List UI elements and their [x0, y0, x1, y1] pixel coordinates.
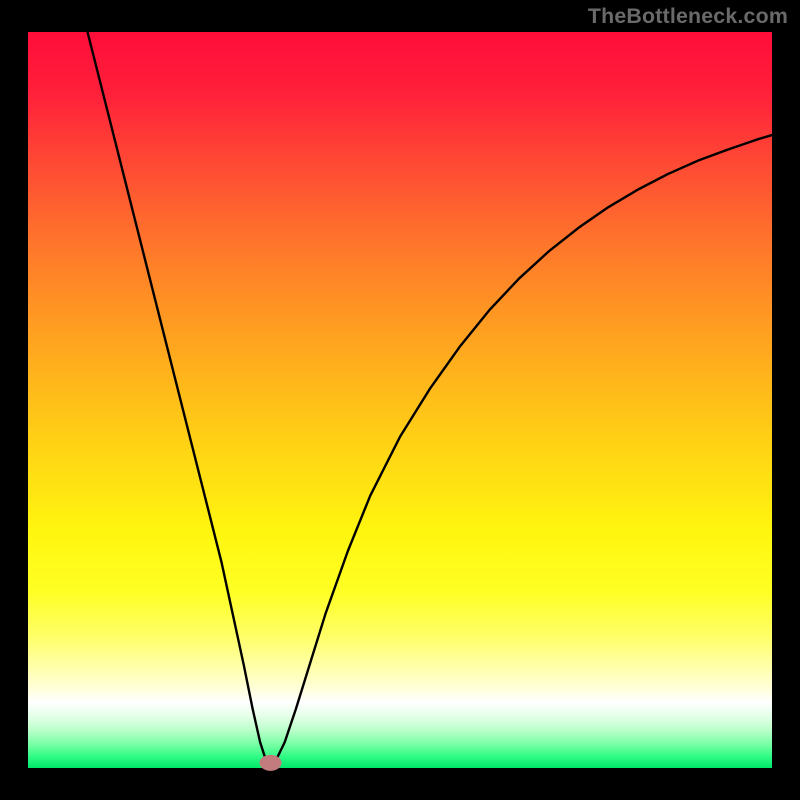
optimum-marker: [260, 755, 282, 771]
bottleneck-chart: [0, 0, 800, 800]
chart-background: [28, 32, 772, 768]
attribution-text: TheBottleneck.com: [588, 4, 788, 29]
